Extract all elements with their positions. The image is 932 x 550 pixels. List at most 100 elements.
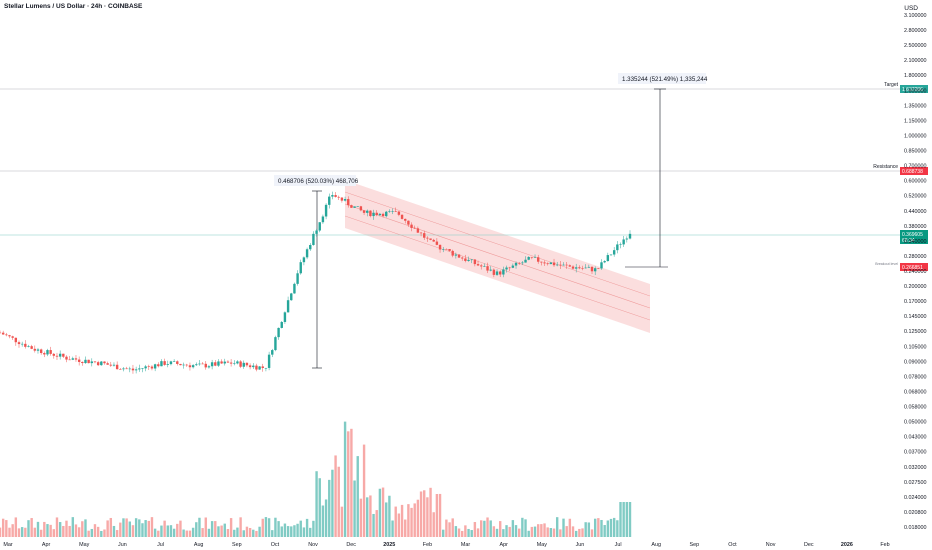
candle-body (562, 264, 565, 266)
time-axis[interactable]: Mar Apr May Jun Jul Aug Sep Oct Nov Dec 2025 Feb Mar… (3, 542, 889, 548)
candle-body (271, 350, 274, 355)
volume-bar (524, 519, 527, 537)
volume-bar (555, 517, 559, 537)
candle-body (340, 197, 344, 201)
volume-bar (565, 526, 568, 537)
volume-bar (36, 521, 40, 537)
volume-bar (30, 518, 33, 537)
volume-bar (356, 456, 359, 537)
volume-bar (562, 518, 565, 537)
volume-bar (527, 530, 530, 537)
candle-body (555, 264, 559, 266)
candle-body (188, 365, 192, 368)
volume-bar (546, 527, 549, 537)
candle-body (220, 361, 223, 364)
volume-bar (495, 528, 499, 537)
volume-bar (432, 512, 435, 537)
volume-bar (502, 529, 505, 537)
candle-body (511, 265, 515, 268)
candle-body (445, 249, 448, 250)
price-tick-label: 0.380000 (904, 224, 926, 230)
candle-body (571, 266, 575, 269)
time-tick-label: Sep (232, 542, 242, 548)
price-axis[interactable]: 3.100000 2.800000 2.500000 2.100000 1.800000… (904, 13, 926, 531)
candle-body (217, 361, 220, 366)
volume-bar (362, 444, 366, 537)
volume-bar (536, 524, 540, 537)
candle-body (451, 250, 454, 256)
candle-body (492, 269, 496, 275)
candle-body (578, 267, 581, 269)
candle-body (58, 353, 62, 357)
volume-bar (616, 520, 619, 537)
volume-bar (176, 523, 179, 537)
candle-body (517, 262, 521, 264)
candle-body (480, 265, 483, 267)
volume-bar (454, 526, 458, 537)
volume-bar (404, 519, 407, 537)
volume-bar (375, 510, 378, 537)
volume-bar (153, 528, 157, 537)
price-tick-label: 2.500000 (904, 43, 926, 49)
volume-bar (267, 518, 271, 537)
candle-body (502, 269, 505, 275)
candle-body (530, 256, 534, 258)
candle-body (521, 262, 524, 264)
candle-body (590, 266, 594, 272)
volume-bar (201, 528, 204, 537)
candle-body (372, 212, 375, 217)
candle-body (524, 259, 527, 263)
time-tick-label: Jul (157, 542, 164, 548)
candle-body (49, 350, 52, 354)
candle-body (394, 211, 397, 212)
candle-body (17, 342, 21, 345)
candle-body (543, 262, 546, 264)
volume-bar (258, 526, 261, 537)
candle-body (549, 262, 553, 265)
time-tick-label: Jun (576, 542, 585, 548)
volume-bar (590, 529, 594, 537)
candle-body (375, 212, 378, 216)
candle-body (536, 257, 540, 262)
candle-body (385, 211, 388, 217)
candle-body (438, 244, 442, 250)
volume-bar (122, 518, 125, 537)
candle-body (274, 337, 277, 351)
volume-bar (533, 526, 537, 537)
volume-bar (467, 528, 470, 537)
candle-body (432, 239, 435, 242)
candle-body (499, 271, 502, 275)
candle-body (176, 361, 179, 364)
candle-body (185, 364, 188, 366)
candle-body (359, 206, 363, 211)
candle-body (296, 273, 299, 284)
candle-body (96, 362, 100, 366)
price-tick-label: 0.520000 (904, 194, 926, 200)
time-tick-label: Mar (461, 542, 470, 548)
candle-body (410, 224, 413, 228)
volume-bar (521, 517, 524, 537)
volume-bar (119, 522, 122, 537)
volume-bar (62, 525, 65, 537)
candle-body (489, 269, 492, 271)
candle-body (191, 365, 195, 368)
volume-bar (125, 518, 128, 537)
volume-bar (163, 520, 166, 537)
resistance-price-value: 0.688738 (902, 169, 923, 175)
volume-bar (511, 520, 515, 537)
candle-body (128, 368, 131, 370)
candle-body (84, 359, 87, 364)
target-price-value: 1.637286 (902, 87, 923, 93)
candle-body (508, 267, 511, 269)
candle-body (119, 369, 122, 370)
descending-channel (345, 180, 650, 333)
volume-bar (220, 525, 223, 537)
candle-body (315, 230, 318, 234)
price-tick-label: 0.600000 (904, 179, 926, 185)
candle-body (255, 365, 258, 370)
time-tick-label: Oct (728, 542, 737, 548)
candle-body (77, 359, 81, 362)
time-tick-label: Apr (500, 542, 509, 548)
upper-measure-box (618, 73, 706, 84)
